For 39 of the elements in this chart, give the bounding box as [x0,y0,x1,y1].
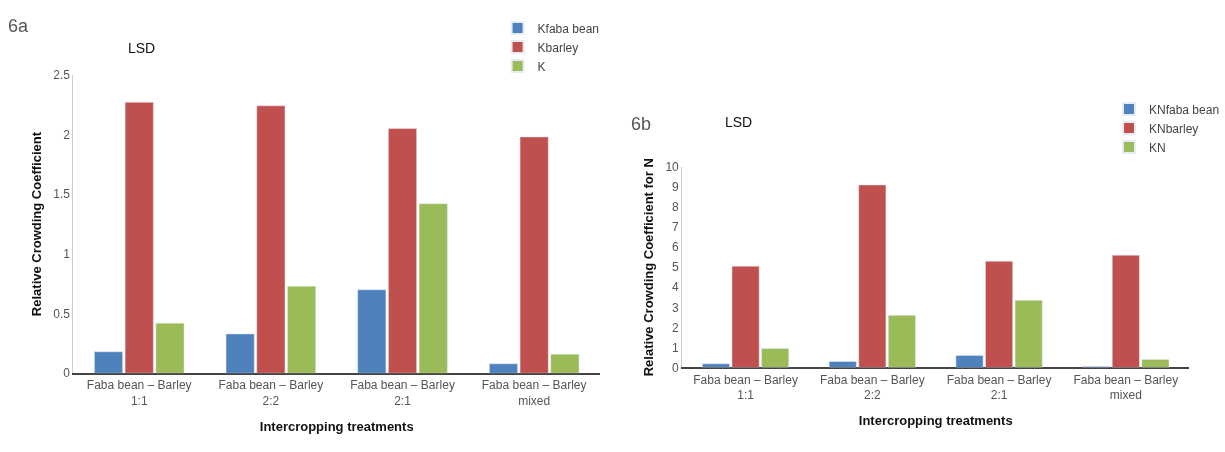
y-axis-title: Relative Crowding Coefficient for N [641,158,657,377]
y-tick-label: 1 [672,340,680,355]
y-tick-label: 3 [672,300,680,315]
y-tick-label: 1 [63,247,71,262]
x-axis-title: Intercropping treatments [858,413,1013,429]
text: LSD [128,40,156,56]
y-tick-label: 9 [672,180,680,195]
y-tick-label: 6 [672,240,680,255]
y-tick-label: 2.5 [53,68,71,83]
legend-label: Kfaba bean [537,21,599,36]
y-tick-label: 8 [672,200,680,215]
legend-label: KNbarley [1149,121,1199,136]
y-tick-label: 1.5 [53,187,71,202]
y-tick-label: 4 [672,280,680,295]
x-tick-label: Faba bean – Barley mixed [481,378,587,409]
legend-label: Kbarley [537,40,579,55]
x-tick-label: Faba bean – Barley 2:1 [946,372,1052,403]
y-tick-label: 2 [63,127,71,142]
x-tick-label: Faba bean – Barley 1:1 [693,372,798,403]
legend-label: KNfaba bean [1149,102,1220,117]
x-tick-label: Faba bean – Barley 2:1 [350,378,455,409]
y-tick-label: 0 [672,360,680,375]
y-tick-label: 5 [672,260,680,275]
y-tick-label: 0.5 [53,306,71,321]
y-tick-label: 0 [63,366,71,381]
y-tick-label: 7 [672,220,680,235]
x-tick-label: Faba bean – Barley 2:2 [819,372,925,403]
x-axis-title: Intercropping treatments [259,419,414,435]
y-axis-title: Relative Crowding Coefficient [29,131,45,317]
y-tick-label: 2 [672,320,680,335]
x-tick-label: Faba bean – Barley 2:2 [218,378,324,409]
x-tick-label: Faba bean – Barley 1:1 [86,378,192,409]
y-tick-label: 10 [665,160,680,175]
legend-label: KN [1149,140,1166,155]
chart-title: 6b [631,114,652,134]
x-tick-label: Faba bean – Barley mixed [1073,372,1179,403]
text: LSD [725,114,753,130]
legend-label: K [537,59,546,74]
chart-title: 6a [8,16,30,36]
